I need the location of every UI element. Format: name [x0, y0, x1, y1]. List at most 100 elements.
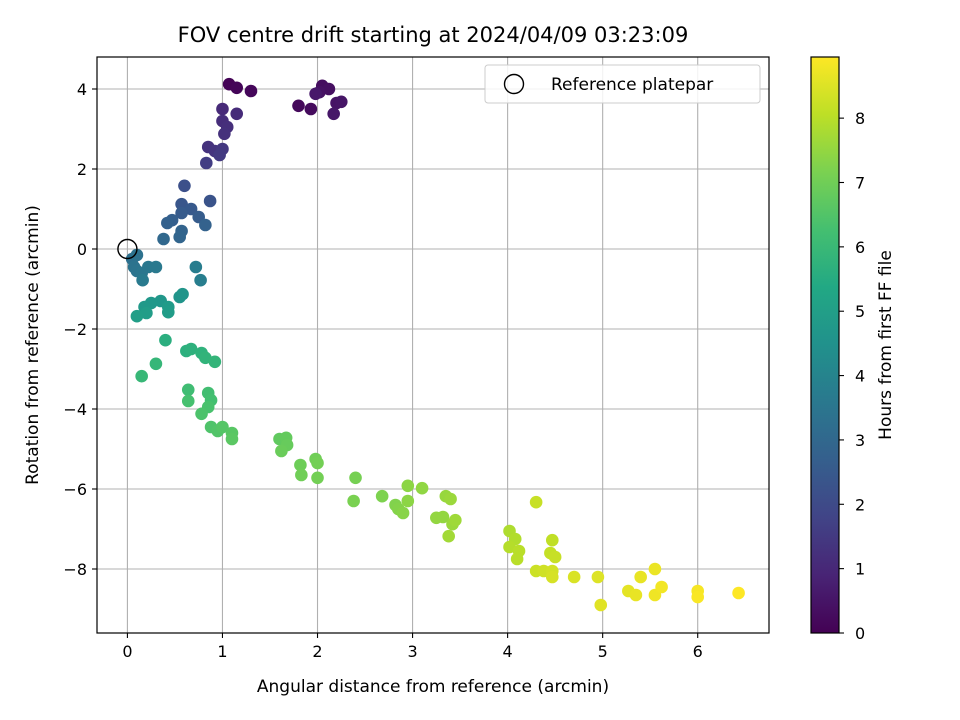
colorbar-tick-label: 6	[855, 238, 865, 257]
data-point	[218, 127, 231, 141]
data-point	[176, 287, 189, 301]
data-point	[309, 87, 322, 101]
colorbar-ticks: 0 1 2 3 4 5 6 7 8	[839, 109, 865, 643]
data-point	[304, 102, 318, 116]
data-point	[130, 248, 144, 262]
data-point	[200, 156, 213, 170]
y-axis-label: Rotation from reference (arcmin)	[23, 205, 43, 485]
data-point	[591, 570, 605, 584]
grid-lines	[97, 57, 769, 633]
colorbar-tick-label: 8	[855, 109, 865, 128]
data-point	[545, 570, 559, 584]
data-point	[136, 273, 149, 287]
colorbar-tick-label: 1	[855, 560, 865, 579]
data-point	[347, 494, 360, 508]
x-tick-label: 4	[503, 642, 513, 661]
data-point	[189, 260, 203, 274]
data-point	[230, 107, 244, 121]
data-point	[567, 570, 581, 584]
y-tick-label: 4	[77, 80, 87, 99]
data-point	[199, 351, 212, 365]
data-point	[629, 588, 643, 602]
colorbar-label: Hours from first FF file	[876, 250, 896, 440]
data-point	[294, 458, 307, 472]
legend: Reference platepar	[484, 64, 761, 104]
data-point	[529, 495, 543, 509]
y-tick-label: −8	[63, 560, 87, 579]
data-point	[442, 529, 455, 543]
data-point	[334, 95, 348, 109]
x-tick-label: 5	[598, 642, 608, 661]
legend-box	[484, 64, 761, 104]
data-point	[175, 206, 188, 220]
data-point	[548, 550, 562, 564]
x-tick-label: 2	[312, 642, 322, 661]
data-point	[149, 260, 163, 274]
data-point	[449, 513, 462, 527]
data-point	[375, 489, 389, 503]
reference-platepar-marker	[117, 238, 138, 260]
data-point	[295, 468, 308, 482]
data-point	[655, 580, 668, 594]
reference-marker-group	[117, 238, 138, 260]
y-tick-label: −4	[63, 400, 87, 419]
legend-label-reference: Reference platepar	[551, 75, 713, 95]
x-tick-label: 1	[217, 642, 227, 661]
data-point	[135, 369, 148, 383]
data-point	[181, 394, 195, 408]
data-point	[199, 218, 212, 232]
data-point	[216, 102, 229, 116]
data-point	[634, 570, 647, 584]
data-point	[157, 232, 170, 246]
data-point	[213, 148, 226, 162]
data-point	[181, 383, 195, 397]
data-point	[208, 355, 222, 369]
x-tick-label: 0	[122, 642, 132, 661]
y-tick-label: 0	[77, 240, 87, 259]
legend-open-circle-icon	[503, 73, 525, 95]
data-point	[327, 107, 340, 121]
colorbar-tick-label: 4	[855, 367, 865, 386]
data-point	[510, 552, 524, 566]
data-point	[691, 590, 705, 604]
data-point	[216, 420, 229, 434]
data-point	[130, 309, 144, 323]
data-point	[444, 492, 457, 506]
data-point	[140, 306, 153, 320]
data-point	[175, 197, 188, 211]
data-points	[125, 77, 745, 612]
data-point	[195, 407, 208, 421]
chart-title: FOV centre drift starting at 2024/04/09 …	[178, 23, 689, 47]
x-axis-label: Angular distance from reference (arcmin)	[257, 677, 609, 697]
data-point	[648, 562, 662, 576]
data-point	[244, 84, 258, 98]
data-point	[149, 357, 163, 371]
data-point	[184, 342, 198, 356]
data-point	[401, 479, 415, 493]
y-tick-label: −6	[63, 480, 87, 499]
data-point	[349, 471, 362, 485]
data-point	[396, 506, 410, 520]
data-point	[161, 305, 175, 319]
data-point	[545, 533, 559, 547]
data-point	[194, 273, 207, 287]
data-point	[184, 202, 198, 216]
data-point	[594, 598, 608, 612]
colorbar-tick-label: 3	[855, 431, 865, 450]
data-point	[161, 216, 174, 230]
y-tick-label: 2	[77, 160, 87, 179]
data-point	[225, 432, 239, 446]
colorbar-frame	[810, 56, 840, 634]
data-point	[322, 82, 336, 96]
data-point	[401, 494, 415, 508]
colorbar: 0 1 2 3 4 5 6 7 8 Hours from first FF file	[810, 56, 896, 643]
data-point	[203, 194, 217, 208]
data-point	[311, 471, 324, 485]
data-point	[173, 230, 186, 244]
colorbar-tick-label: 7	[855, 173, 865, 192]
data-point	[159, 333, 172, 347]
data-point	[292, 99, 305, 113]
x-axis-ticks: 0 1 2 3 4 5 6	[122, 633, 703, 661]
x-tick-label: 6	[693, 642, 703, 661]
y-axis-ticks: −8 −6 −4 −2 0 2 4	[63, 80, 97, 579]
